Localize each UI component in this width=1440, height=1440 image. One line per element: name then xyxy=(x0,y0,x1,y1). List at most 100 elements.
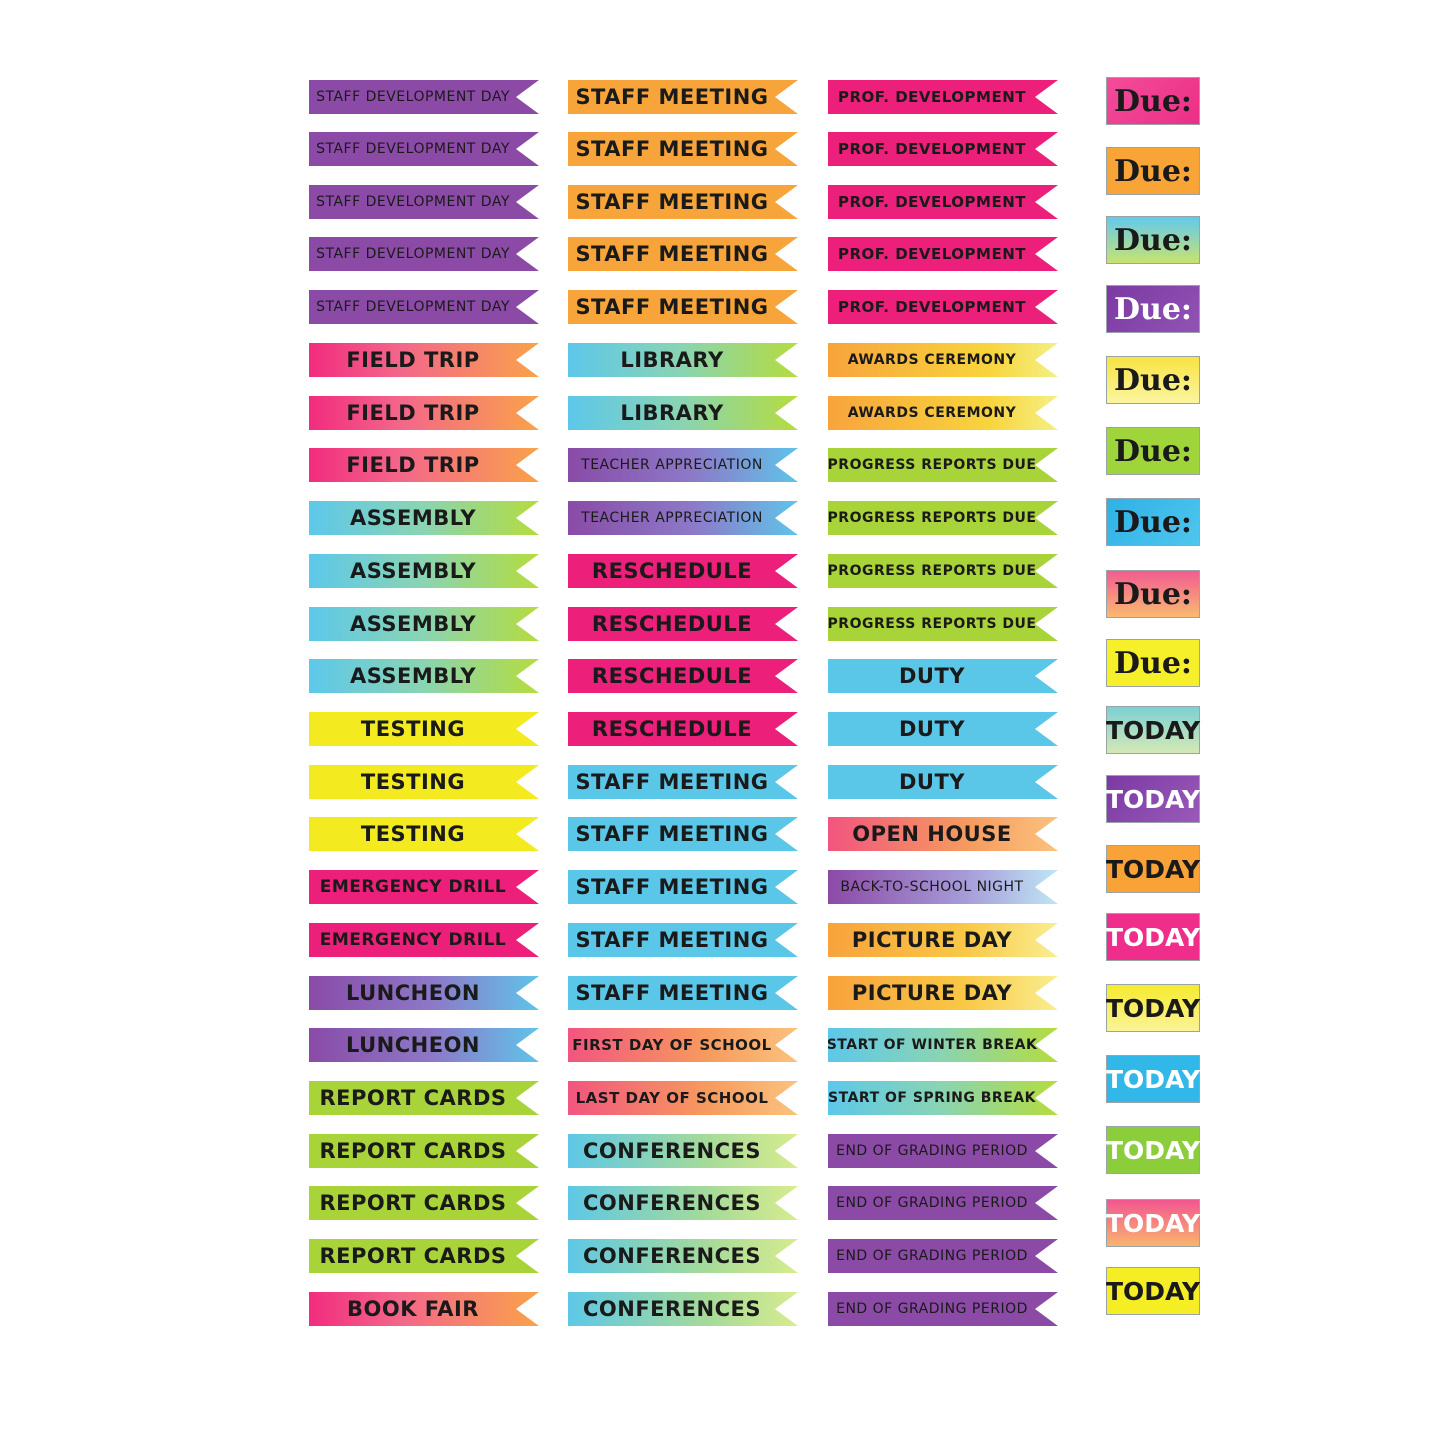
banner-label: CONFERENCES xyxy=(582,1297,761,1321)
banner-label: TEACHER APPRECIATION xyxy=(581,510,763,526)
today-tag: TODAY xyxy=(1106,913,1200,961)
banner-end-of-grading-period: END OF GRADING PERIOD xyxy=(828,1239,1058,1273)
banner-label: ASSEMBLY xyxy=(349,664,477,688)
due-tag: Due: xyxy=(1106,77,1200,125)
banner-teacher-appreciation: TEACHER APPRECIATION xyxy=(568,501,798,535)
banner-prof-development: PROF. DEVELOPMENT xyxy=(828,80,1058,114)
banner-conferences: CONFERENCES xyxy=(568,1292,798,1326)
banner-staff-meeting: STAFF MEETING xyxy=(568,923,798,957)
banner-label: PROF. DEVELOPMENT xyxy=(837,140,1027,158)
banner-label: ASSEMBLY xyxy=(349,506,477,530)
tag-label: TODAY xyxy=(1105,784,1201,814)
due-tag: Due: xyxy=(1106,639,1200,687)
banner-label: STAFF DEVELOPMENT DAY xyxy=(316,246,510,262)
banner-luncheon: LUNCHEON xyxy=(309,1028,539,1062)
banner-staff-meeting: STAFF MEETING xyxy=(568,80,798,114)
banner-progress-reports-due: PROGRESS REPORTS DUE xyxy=(828,554,1058,588)
banner-label: END OF GRADING PERIOD xyxy=(836,1143,1028,1159)
tag-label: TODAY xyxy=(1105,1208,1201,1238)
banner-report-cards: REPORT CARDS xyxy=(309,1239,539,1273)
banner-label: FIRST DAY OF SCHOOL xyxy=(572,1036,772,1054)
banner-label: LIBRARY xyxy=(620,401,724,425)
banner-label: PICTURE DAY xyxy=(851,981,1013,1005)
banner-label: CONFERENCES xyxy=(582,1191,761,1215)
banner-reschedule: RESCHEDULE xyxy=(568,659,798,693)
banner-first-day-of-school: FIRST DAY OF SCHOOL xyxy=(568,1028,798,1062)
banner-label: EMERGENCY DRILL xyxy=(319,877,507,897)
banner-label: PROF. DEVELOPMENT xyxy=(837,298,1027,316)
banner-picture-day: PICTURE DAY xyxy=(828,976,1058,1010)
due-tag: Due: xyxy=(1106,147,1200,195)
banner-conferences: CONFERENCES xyxy=(568,1186,798,1220)
banner-staff-meeting: STAFF MEETING xyxy=(568,870,798,904)
tag-label: Due: xyxy=(1114,83,1192,119)
due-tag: Due: xyxy=(1106,356,1200,404)
banner-label: DUTY xyxy=(898,717,965,741)
today-tag: TODAY xyxy=(1106,1126,1200,1174)
banner-label: BACK-TO-SCHOOL NIGHT xyxy=(840,879,1024,895)
banner-label: TESTING xyxy=(360,717,466,741)
banner-back-to-school-night: BACK-TO-SCHOOL NIGHT xyxy=(828,870,1058,904)
banner-label: AWARDS CEREMONY xyxy=(847,352,1017,368)
banner-label: TESTING xyxy=(360,770,466,794)
banner-label: FIELD TRIP xyxy=(346,453,480,477)
due-tag: Due: xyxy=(1106,498,1200,546)
banner-report-cards: REPORT CARDS xyxy=(309,1186,539,1220)
banner-emergency-drill: EMERGENCY DRILL xyxy=(309,923,539,957)
banner-progress-reports-due: PROGRESS REPORTS DUE xyxy=(828,607,1058,641)
banner-field-trip: FIELD TRIP xyxy=(309,396,539,430)
banner-prof-development: PROF. DEVELOPMENT xyxy=(828,132,1058,166)
due-tag: Due: xyxy=(1106,216,1200,264)
banner-label: LUNCHEON xyxy=(345,1033,481,1057)
banner-staff-development-day: STAFF DEVELOPMENT DAY xyxy=(309,185,539,219)
banner-label: AWARDS CEREMONY xyxy=(847,405,1017,421)
banner-label: PROF. DEVELOPMENT xyxy=(837,245,1027,263)
banner-end-of-grading-period: END OF GRADING PERIOD xyxy=(828,1134,1058,1168)
banner-assembly: ASSEMBLY xyxy=(309,501,539,535)
banner-awards-ceremony: AWARDS CEREMONY xyxy=(828,396,1058,430)
banner-end-of-grading-period: END OF GRADING PERIOD xyxy=(828,1186,1058,1220)
banner-conferences: CONFERENCES xyxy=(568,1239,798,1273)
banner-label: RESCHEDULE xyxy=(591,559,753,583)
banner-start-of-spring-break: START OF SPRING BREAK xyxy=(828,1081,1058,1115)
banner-report-cards: REPORT CARDS xyxy=(309,1081,539,1115)
banner-label: REPORT CARDS xyxy=(319,1139,507,1163)
banner-label: STAFF MEETING xyxy=(575,875,769,899)
banner-prof-development: PROF. DEVELOPMENT xyxy=(828,237,1058,271)
banner-label: CONFERENCES xyxy=(582,1244,761,1268)
banner-report-cards: REPORT CARDS xyxy=(309,1134,539,1168)
banner-library: LIBRARY xyxy=(568,396,798,430)
banner-label: STAFF DEVELOPMENT DAY xyxy=(316,89,510,105)
banner-label: END OF GRADING PERIOD xyxy=(836,1301,1028,1317)
banner-label: STAFF DEVELOPMENT DAY xyxy=(316,141,510,157)
banner-duty: DUTY xyxy=(828,765,1058,799)
banner-label: REPORT CARDS xyxy=(319,1086,507,1110)
banner-label: TESTING xyxy=(360,822,466,846)
banner-duty: DUTY xyxy=(828,659,1058,693)
tag-label: Due: xyxy=(1114,645,1192,681)
banner-label: ASSEMBLY xyxy=(349,612,477,636)
banner-label: REPORT CARDS xyxy=(319,1191,507,1215)
banner-staff-development-day: STAFF DEVELOPMENT DAY xyxy=(309,237,539,271)
banner-label: RESCHEDULE xyxy=(591,612,753,636)
banner-label: PROGRESS REPORTS DUE xyxy=(828,616,1037,632)
banner-label: START OF SPRING BREAK xyxy=(828,1090,1036,1106)
banner-label: STAFF MEETING xyxy=(575,137,769,161)
tag-label: TODAY xyxy=(1105,1276,1201,1306)
banner-staff-meeting: STAFF MEETING xyxy=(568,290,798,324)
banner-conferences: CONFERENCES xyxy=(568,1134,798,1168)
banner-start-of-winter-break: START OF WINTER BREAK xyxy=(828,1028,1058,1062)
banner-label: STAFF DEVELOPMENT DAY xyxy=(316,299,510,315)
banner-progress-reports-due: PROGRESS REPORTS DUE xyxy=(828,501,1058,535)
banner-reschedule: RESCHEDULE xyxy=(568,554,798,588)
banner-staff-development-day: STAFF DEVELOPMENT DAY xyxy=(309,132,539,166)
tag-label: TODAY xyxy=(1105,1135,1201,1165)
banner-teacher-appreciation: TEACHER APPRECIATION xyxy=(568,448,798,482)
tag-label: Due: xyxy=(1114,222,1192,258)
banner-awards-ceremony: AWARDS CEREMONY xyxy=(828,343,1058,377)
due-tag: Due: xyxy=(1106,285,1200,333)
banner-label: END OF GRADING PERIOD xyxy=(836,1195,1028,1211)
today-tag: TODAY xyxy=(1106,1199,1200,1247)
today-tag: TODAY xyxy=(1106,984,1200,1032)
tag-label: Due: xyxy=(1114,291,1192,327)
